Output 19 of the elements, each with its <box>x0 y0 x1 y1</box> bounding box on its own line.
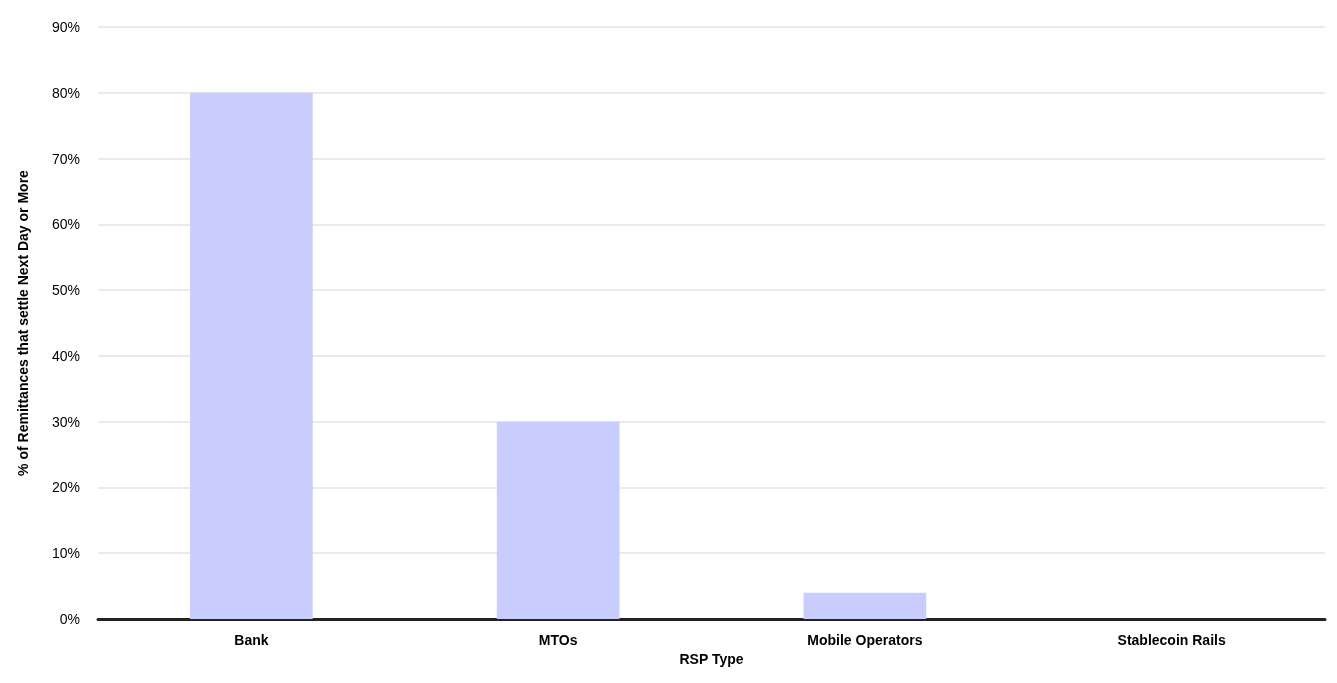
x-tick-label: Mobile Operators <box>807 632 923 648</box>
y-tick-label: 20% <box>51 479 80 496</box>
y-axis-title: % of Remittances that settle Next Day or More <box>15 169 31 476</box>
y-tick-label: 10% <box>51 545 80 562</box>
x-tick-label: Bank <box>234 632 269 648</box>
y-tick-label: 0% <box>59 611 80 627</box>
y-tick-label: 60% <box>51 216 80 233</box>
y-tick-label: 50% <box>51 282 80 299</box>
x-axis-title: RSP Type <box>679 650 744 667</box>
bar <box>496 421 620 619</box>
x-tick-label: Stablecoin Rails <box>1117 632 1226 648</box>
y-tick-label: 30% <box>51 413 80 430</box>
y-tick-label: 90% <box>51 19 80 35</box>
bar <box>190 92 313 619</box>
y-tick-label: 70% <box>51 150 80 167</box>
x-tick-label: MTOs <box>538 632 578 648</box>
y-tick-label: 80% <box>51 84 80 101</box>
y-tick-label: 40% <box>51 347 80 364</box>
bar <box>803 592 927 619</box>
